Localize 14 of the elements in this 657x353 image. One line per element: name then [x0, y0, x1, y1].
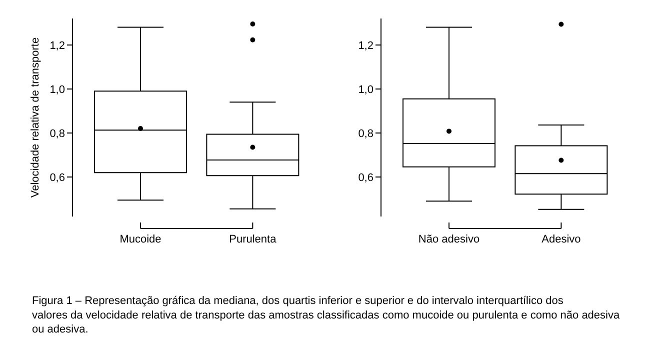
x-tick-label: Mucoide — [120, 234, 162, 246]
x-tick-label: Purulenta — [229, 234, 278, 246]
y-tick-label: 0,8 — [358, 128, 374, 140]
y-tick-label: 0,8 — [50, 128, 65, 140]
x-tick-label: Adesivo — [542, 234, 581, 246]
y-tick-label: 0,6 — [50, 172, 65, 184]
y-tick-label: 1,0 — [50, 84, 65, 96]
y-tick-label: 1,2 — [358, 40, 374, 52]
text: Figura 1 – Representação gráfica da mediana, dos quartis inferior e superior e do intervalo interquartílico dos valores da velocidade relativa de transporte das amostras classificadas como mucoide ou purulenta e como não adesiva ou adesiva. — [32, 295, 620, 336]
y-tick-label: 0,6 — [358, 172, 374, 184]
y-tick-label: 1,2 — [50, 40, 65, 52]
x-tick-label: Não adesivo — [418, 234, 480, 246]
y-axis-title: Velocidade relativa de transporte — [29, 37, 42, 198]
y-tick-label: 1,0 — [358, 84, 374, 96]
